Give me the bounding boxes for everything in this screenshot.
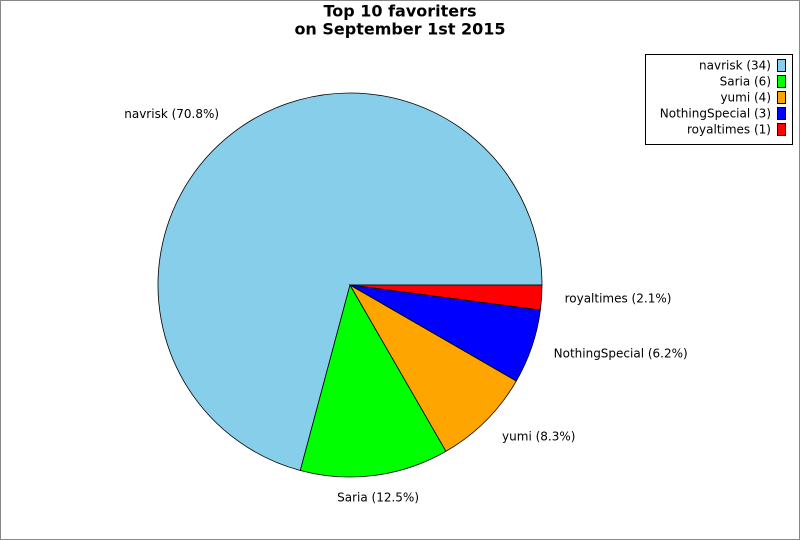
legend-box <box>645 54 793 145</box>
legend-swatch <box>777 59 786 72</box>
pie-slice <box>299 283 447 478</box>
pie-slice <box>348 283 517 452</box>
legend-label: Saria (6) <box>720 75 771 89</box>
slice-label: navrisk (70.8%) <box>124 107 219 121</box>
slice-label: NothingSpecial (6.2%) <box>554 347 688 361</box>
legend-swatch <box>777 91 786 104</box>
pie-slice <box>157 92 543 471</box>
legend-label: royaltimes (1) <box>687 123 771 137</box>
legend-swatch <box>777 75 786 88</box>
pie-slice <box>349 284 543 311</box>
legend-label: NothingSpecial (3) <box>660 107 771 121</box>
legend-swatch <box>777 123 786 136</box>
legend-label: navrisk (34) <box>699 59 771 73</box>
slice-label: royaltimes (2.1%) <box>565 292 672 306</box>
legend-swatch <box>777 107 786 120</box>
slice-label: Saria (12.5%) <box>337 491 419 505</box>
legend-label: yumi (4) <box>720 91 771 105</box>
slice-label: yumi (8.3%) <box>502 430 575 444</box>
chart-title: on September 1st 2015 <box>294 20 505 39</box>
chart-title: Top 10 favoriters <box>323 2 476 21</box>
